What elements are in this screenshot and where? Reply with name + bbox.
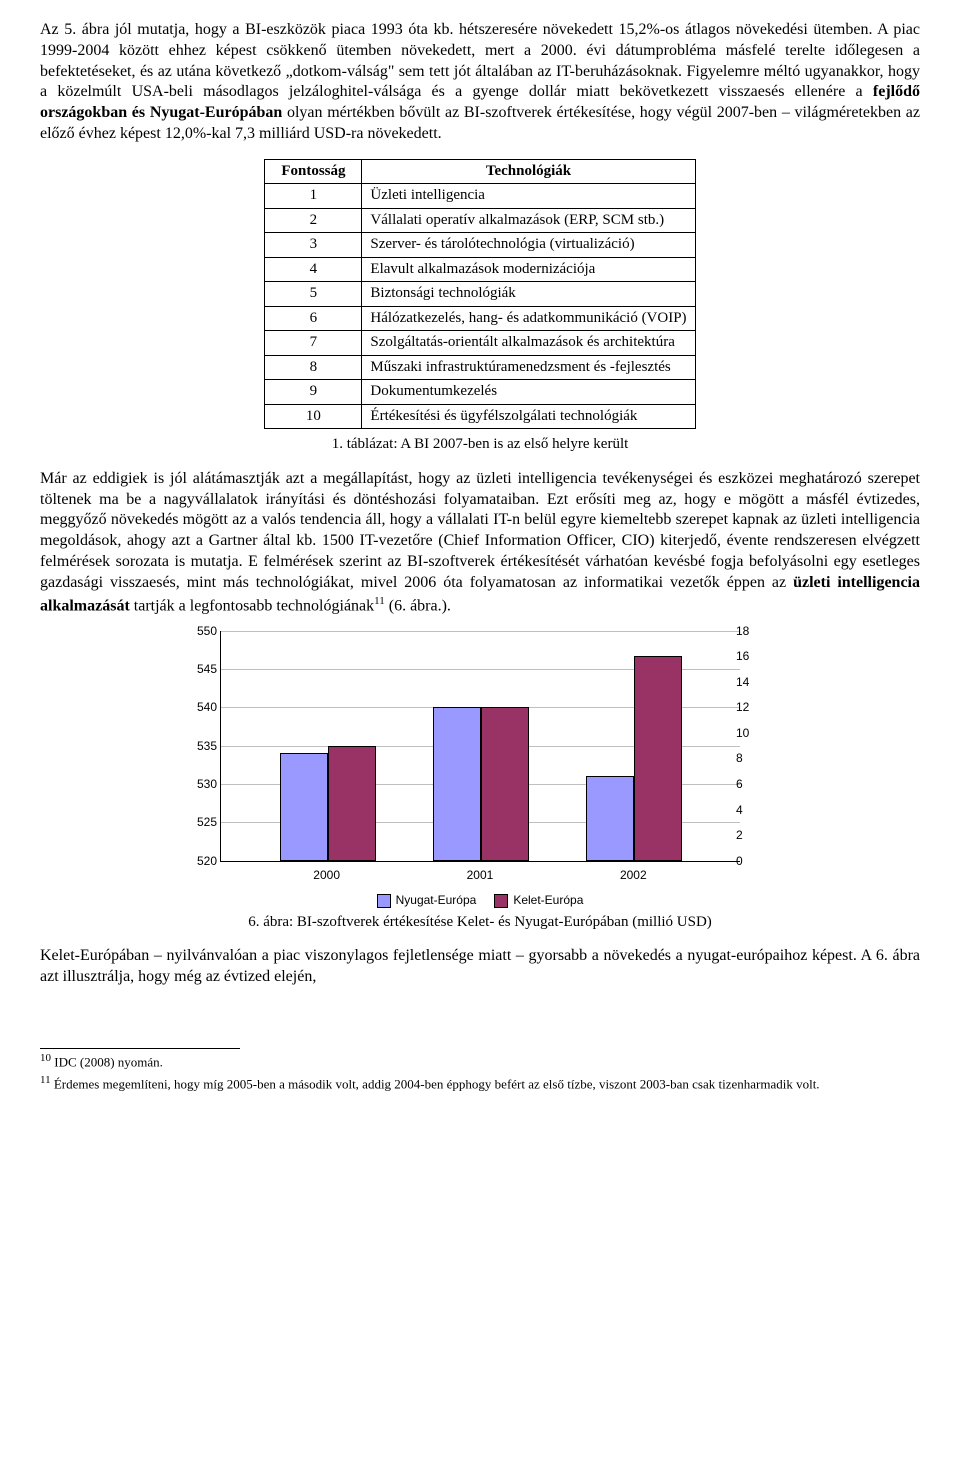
table-row: 2Vállalati operatív alkalmazások (ERP, S… <box>265 208 695 233</box>
table-row: 6Hálózatkezelés, hang- és adatkommunikác… <box>265 306 695 331</box>
bar-west <box>586 776 634 860</box>
bi-sales-chart: 520525530535540545550 024681012141618 20… <box>220 631 740 909</box>
table-cell-rank: 9 <box>265 380 362 405</box>
table-row: 9Dokumentumkezelés <box>265 380 695 405</box>
paragraph-intro: Az 5. ábra jól mutatja, hogy a BI-eszköz… <box>40 20 920 145</box>
para2-d: (6. ábra.). <box>385 597 451 614</box>
bar-east <box>328 746 376 861</box>
chart-caption: 6. ábra: BI-szoftverek értékesítése Kele… <box>40 913 920 933</box>
legend-label: Kelet-Európa <box>513 893 583 909</box>
table-cell-rank: 5 <box>265 282 362 307</box>
left-tick: 535 <box>183 740 217 752</box>
chart-right-axis: 024681012141618 <box>736 631 770 861</box>
legend-item: Kelet-Európa <box>494 893 583 909</box>
para2-a: Már az eddigiek is jól alátámasztják azt… <box>40 470 920 591</box>
chart-x-labels: 2000 2001 2002 <box>220 862 740 884</box>
table-cell-tech: Hálózatkezelés, hang- és adatkommunikáci… <box>362 306 695 331</box>
table-cell-tech: Szolgáltatás-orientált alkalmazások és a… <box>362 331 695 356</box>
table-row: 5Biztonsági technológiák <box>265 282 695 307</box>
left-tick: 545 <box>183 663 217 675</box>
table-cell-tech: Szerver- és tárolótechnológia (virtualiz… <box>362 233 695 258</box>
bar-east <box>634 656 682 860</box>
legend-swatch <box>494 894 508 908</box>
footnote-10: 10 IDC (2008) nyomán. <box>40 1051 920 1071</box>
table-header-rank: Fontosság <box>265 159 362 184</box>
right-tick: 8 <box>736 752 770 764</box>
table-row: 10Értékesítési és ügyfélszolgálati techn… <box>265 404 695 429</box>
table-cell-rank: 4 <box>265 257 362 282</box>
table-row: 4Elavult alkalmazások modernizációja <box>265 257 695 282</box>
para2-sup: 11 <box>374 595 385 607</box>
technologies-table: Fontosság Technológiák 1Üzleti intellige… <box>264 159 695 430</box>
table-cell-rank: 2 <box>265 208 362 233</box>
x-label: 2001 <box>425 868 535 884</box>
bar-west <box>433 707 481 860</box>
bar-east <box>481 707 529 860</box>
table-cell-tech: Biztonsági technológiák <box>362 282 695 307</box>
table-cell-rank: 10 <box>265 404 362 429</box>
legend-swatch <box>377 894 391 908</box>
left-tick: 530 <box>183 778 217 790</box>
bar-group <box>273 746 383 861</box>
x-label: 2000 <box>272 868 382 884</box>
table-header-tech: Technológiák <box>362 159 695 184</box>
legend-item: Nyugat-Európa <box>377 893 477 909</box>
table-row: 3Szerver- és tárolótechnológia (virtuali… <box>265 233 695 258</box>
table-cell-tech: Műszaki infrastruktúramenedzsment és -fe… <box>362 355 695 380</box>
right-tick: 14 <box>736 676 770 688</box>
table-caption: 1. táblázat: A BI 2007-ben is az első he… <box>40 435 920 455</box>
paragraph-body: Már az eddigiek is jól alátámasztják azt… <box>40 469 920 617</box>
bar-group <box>426 707 536 860</box>
right-tick: 4 <box>736 804 770 816</box>
bar-west <box>280 753 328 860</box>
right-tick: 12 <box>736 701 770 713</box>
chart-legend: Nyugat-Európa Kelet-Európa <box>220 893 740 909</box>
paragraph-outro: Kelet-Európában – nyilvánvalóan a piac v… <box>40 946 920 988</box>
table-cell-rank: 3 <box>265 233 362 258</box>
left-tick: 520 <box>183 855 217 867</box>
para2-c: tartják a legfontosabb technológiának <box>130 597 374 614</box>
footnote-11: 11 Érdemes megemlíteni, hogy míg 2005-be… <box>40 1073 920 1093</box>
table-cell-rank: 6 <box>265 306 362 331</box>
table-cell-tech: Elavult alkalmazások modernizációja <box>362 257 695 282</box>
right-tick: 18 <box>736 625 770 637</box>
table-cell-tech: Üzleti intelligencia <box>362 184 695 209</box>
left-tick: 550 <box>183 625 217 637</box>
table-cell-rank: 1 <box>265 184 362 209</box>
right-tick: 10 <box>736 727 770 739</box>
right-tick: 2 <box>736 829 770 841</box>
x-label: 2002 <box>578 868 688 884</box>
table-cell-rank: 8 <box>265 355 362 380</box>
right-tick: 6 <box>736 778 770 790</box>
bar-group <box>579 656 689 860</box>
chart-left-axis: 520525530535540545550 <box>183 631 217 861</box>
left-tick: 525 <box>183 816 217 828</box>
table-row: 1Üzleti intelligencia <box>265 184 695 209</box>
footnotes: 10 IDC (2008) nyomán. 11 Érdemes megemlí… <box>40 1048 240 1093</box>
table-row: 7Szolgáltatás-orientált alkalmazások és … <box>265 331 695 356</box>
right-tick: 0 <box>736 855 770 867</box>
legend-label: Nyugat-Európa <box>396 893 477 909</box>
table-cell-tech: Vállalati operatív alkalmazások (ERP, SC… <box>362 208 695 233</box>
left-tick: 540 <box>183 701 217 713</box>
table-row: 8Műszaki infrastruktúramenedzsment és -f… <box>265 355 695 380</box>
table-cell-tech: Értékesítési és ügyfélszolgálati technol… <box>362 404 695 429</box>
right-tick: 16 <box>736 650 770 662</box>
table-cell-rank: 7 <box>265 331 362 356</box>
table-cell-tech: Dokumentumkezelés <box>362 380 695 405</box>
